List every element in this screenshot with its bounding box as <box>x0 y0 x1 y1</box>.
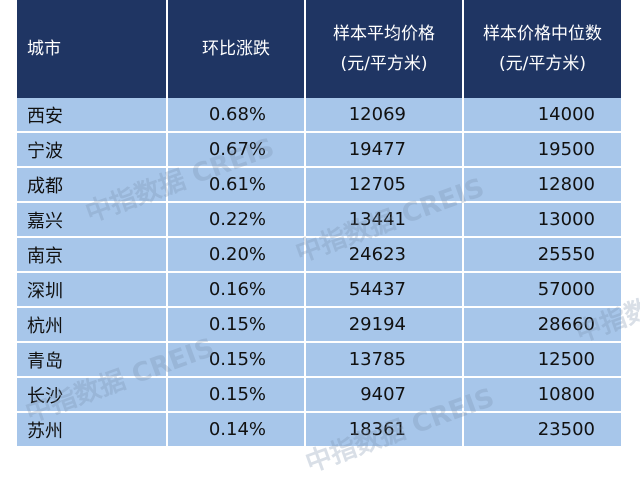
table-cell: 28660 <box>464 308 623 343</box>
table-cell: 0.67% <box>168 133 306 168</box>
table-cell: 24623 <box>306 238 464 273</box>
table-cell: 0.14% <box>168 413 306 448</box>
table-cell: 长沙 <box>17 378 168 413</box>
table-cell: 14000 <box>464 98 623 133</box>
table-cell: 13000 <box>464 203 623 238</box>
header-text: (元/平方米) <box>499 54 586 74</box>
table-cell: 杭州 <box>17 308 168 343</box>
table-cell: 青岛 <box>17 343 168 378</box>
table-cell: 0.68% <box>168 98 306 133</box>
table-cell: 嘉兴 <box>17 203 168 238</box>
table-cell: 29194 <box>306 308 464 343</box>
table-cell: 57000 <box>464 273 623 308</box>
table-cell: 0.22% <box>168 203 306 238</box>
table-cell: 13441 <box>306 203 464 238</box>
table-cell: 0.15% <box>168 343 306 378</box>
table-cell: 苏州 <box>17 413 168 448</box>
table-cell: 25550 <box>464 238 623 273</box>
header-cell: 样本平均价格 (元/平方米) <box>306 0 464 98</box>
table-cell: 19477 <box>306 133 464 168</box>
header-cell: 样本价格中位数 (元/平方米) <box>464 0 623 98</box>
header-cell: 环比涨跌 <box>168 0 306 98</box>
table-cell: 23500 <box>464 413 623 448</box>
table-cell: 0.15% <box>168 308 306 343</box>
table-cell: 12800 <box>464 168 623 203</box>
header-text: 城市 <box>27 39 61 59</box>
table-cell: 深圳 <box>17 273 168 308</box>
table-cell: 南京 <box>17 238 168 273</box>
table-cell: 13785 <box>306 343 464 378</box>
header-text: 样本价格中位数 <box>483 24 602 44</box>
table-cell: 12069 <box>306 98 464 133</box>
page: 城市 环比涨跌 样本平均价格 (元/平方米) 样本价格中位数 (元/平方米) 西安 0.68%… <box>17 0 640 479</box>
table-cell: 9407 <box>306 378 464 413</box>
header-cell: 城市 <box>17 0 168 98</box>
table-cell: 0.61% <box>168 168 306 203</box>
table-cell: 宁波 <box>17 133 168 168</box>
table-cell: 西安 <box>17 98 168 133</box>
table-cell: 18361 <box>306 413 464 448</box>
table-cell: 12500 <box>464 343 623 378</box>
header-text: (元/平方米) <box>340 54 428 74</box>
table-cell: 成都 <box>17 168 168 203</box>
table-cell: 54437 <box>306 273 464 308</box>
table-cell: 10800 <box>464 378 623 413</box>
table-cell: 0.15% <box>168 378 306 413</box>
header-text: 样本平均价格 <box>333 24 435 44</box>
table-cell: 0.16% <box>168 273 306 308</box>
table-cell: 0.20% <box>168 238 306 273</box>
table-cell: 19500 <box>464 133 623 168</box>
header-text: 环比涨跌 <box>202 39 270 59</box>
table-cell: 12705 <box>306 168 464 203</box>
